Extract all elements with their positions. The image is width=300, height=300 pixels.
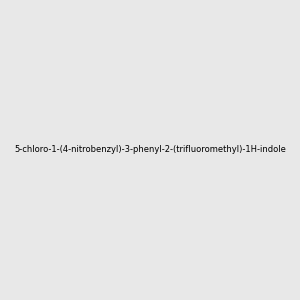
Text: 5-chloro-1-(4-nitrobenzyl)-3-phenyl-2-(trifluoromethyl)-1H-indole: 5-chloro-1-(4-nitrobenzyl)-3-phenyl-2-(t…	[14, 146, 286, 154]
